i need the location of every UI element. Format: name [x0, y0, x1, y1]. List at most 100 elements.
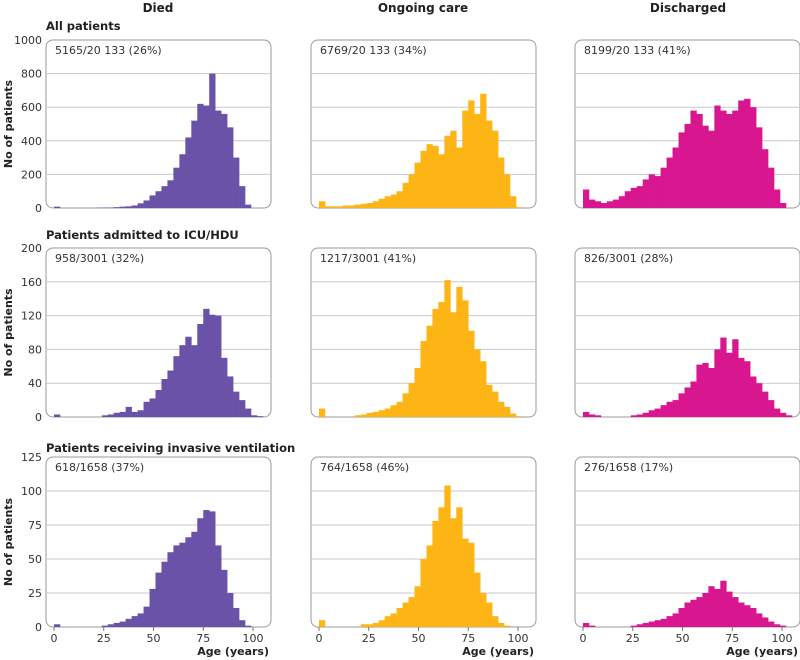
histogram-bar — [600, 202, 608, 208]
histogram-bar — [342, 205, 350, 208]
histogram-bar — [438, 154, 445, 208]
histogram-bar — [654, 620, 661, 627]
histogram-bar — [319, 620, 326, 627]
histogram-bar — [690, 381, 697, 417]
y-tick-label: 100 — [21, 485, 42, 498]
column-title: Discharged — [650, 1, 726, 15]
row-title: Patients admitted to ICU/HDU — [46, 228, 239, 242]
histogram-bar — [155, 191, 162, 208]
panel-frame — [574, 456, 800, 628]
histogram-bar — [414, 586, 421, 627]
histogram-bar — [426, 144, 433, 208]
histogram-bar — [354, 415, 362, 417]
histogram-bar — [408, 597, 415, 627]
histogram-bar — [696, 597, 703, 627]
histogram-bar — [209, 314, 216, 417]
histogram-bar — [384, 196, 391, 208]
column-title: Died — [143, 1, 174, 15]
histogram-bar — [372, 411, 379, 417]
histogram-bar — [414, 367, 421, 417]
histogram-bar — [378, 410, 385, 417]
histogram-bar — [690, 110, 697, 208]
histogram-bar — [732, 339, 739, 417]
histogram-bar — [227, 376, 234, 417]
histogram-bar — [583, 622, 590, 627]
x-axis-label: Age (years) — [726, 645, 798, 658]
histogram-bar — [642, 412, 649, 417]
histogram-bar — [486, 602, 493, 627]
histogram-bar — [149, 195, 156, 208]
histogram-bar — [504, 174, 511, 208]
histogram-bar — [239, 620, 246, 627]
histogram-bar — [774, 624, 781, 627]
histogram-bar — [636, 624, 643, 627]
histogram-bar — [173, 356, 180, 417]
histogram-bar — [444, 485, 451, 627]
histogram-bar — [107, 624, 114, 627]
histogram-bar — [726, 113, 733, 208]
x-axis-label: Age (years) — [197, 645, 269, 658]
histogram-bar — [161, 186, 168, 208]
histogram-bar — [714, 588, 721, 627]
histogram-bar — [768, 167, 775, 208]
panel-annotation: 6769/20 133 (34%) — [320, 44, 427, 57]
histogram-bar — [654, 408, 661, 417]
x-tick-label: 100 — [243, 632, 264, 645]
y-tick-label: 0 — [35, 411, 42, 424]
histogram-bar — [366, 202, 374, 208]
histogram-bar — [762, 617, 769, 627]
panel-annotation: 764/1658 (46%) — [320, 461, 409, 474]
histogram-bar — [167, 370, 174, 417]
y-tick-label: 125 — [21, 451, 42, 464]
histogram-bar — [696, 113, 703, 208]
histogram-bar — [714, 349, 721, 417]
histogram-bar — [738, 100, 745, 208]
histogram-bar — [785, 415, 793, 417]
histogram-bar — [366, 412, 374, 417]
y-tick-label: 50 — [28, 553, 42, 566]
histogram-bar — [720, 580, 727, 627]
histogram-bar — [486, 120, 493, 208]
panel-annotation: 1217/3001 (41%) — [320, 252, 416, 265]
histogram-bar — [125, 618, 132, 627]
histogram-bar — [155, 389, 162, 417]
histogram-bar — [630, 625, 638, 627]
histogram-bar — [468, 100, 475, 208]
histogram-bar — [119, 206, 126, 208]
histogram-bar — [390, 613, 397, 627]
histogram-bar — [768, 621, 775, 627]
histogram-bar — [336, 206, 344, 208]
histogram-bar — [227, 127, 234, 208]
histogram-bar — [378, 620, 385, 627]
y-axis-label: No of patients — [2, 497, 15, 586]
histogram-bar — [756, 127, 763, 208]
histogram-bar — [245, 625, 252, 627]
histogram-bar — [221, 357, 228, 417]
histogram-bar — [462, 110, 469, 208]
histogram-bar — [197, 518, 204, 627]
histogram-bar — [239, 400, 246, 417]
histogram-bar — [660, 405, 667, 417]
histogram-bar — [738, 357, 745, 417]
histogram-bar — [606, 201, 614, 208]
histogram-bar — [510, 196, 517, 208]
histogram-bar — [594, 201, 602, 208]
histogram-bar — [732, 597, 739, 627]
column-title: Ongoing care — [378, 1, 468, 15]
histogram-bar — [456, 147, 463, 208]
histogram-bar — [137, 410, 144, 417]
histogram-bar — [702, 362, 709, 417]
histogram-bar — [366, 624, 374, 627]
histogram-bar — [636, 186, 643, 208]
histogram-bar — [125, 406, 132, 417]
histogram-bar — [54, 624, 61, 627]
histogram-bar — [390, 405, 397, 417]
histogram-bar — [462, 538, 469, 627]
histogram-bar — [462, 300, 469, 417]
histogram-bar — [131, 205, 138, 208]
histogram-bar — [324, 206, 332, 208]
histogram-bar — [396, 607, 403, 627]
histogram-bar — [732, 110, 739, 208]
histogram-bar — [113, 412, 120, 417]
histogram-bar — [408, 174, 415, 208]
